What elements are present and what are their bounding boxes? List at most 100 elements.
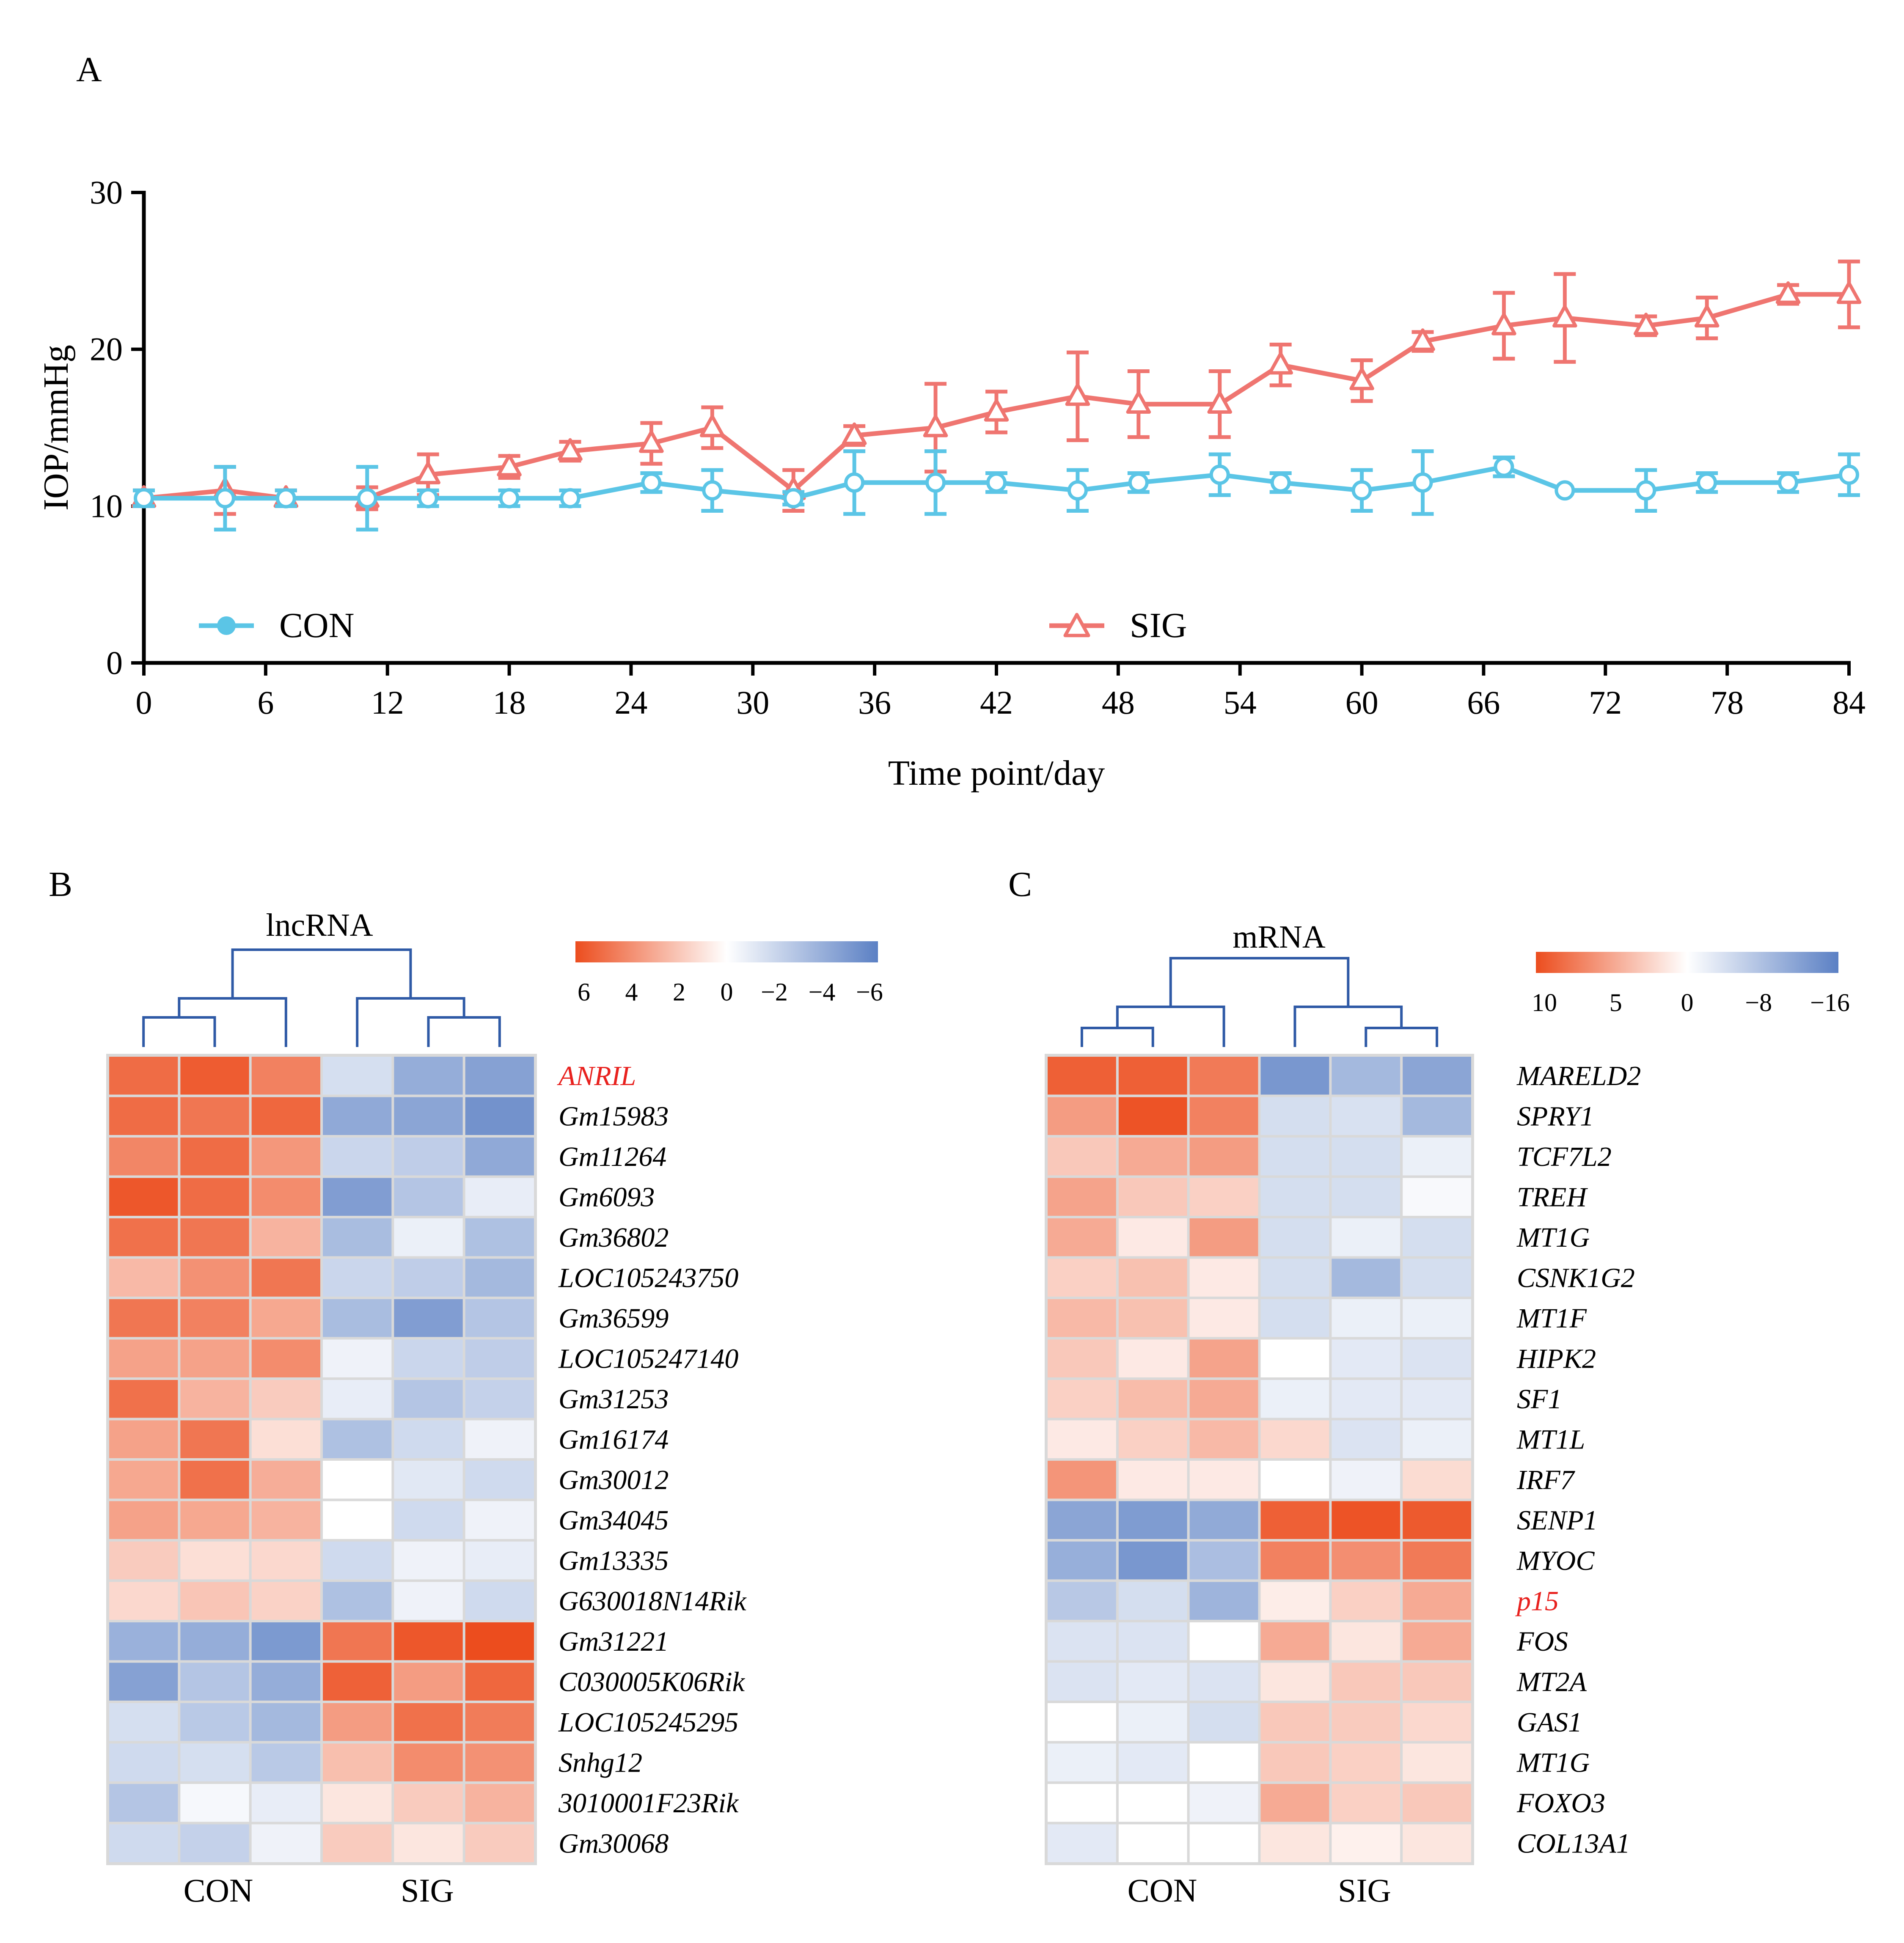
row-label: Gm11264 [559, 1141, 666, 1172]
heatmap-cell [109, 1218, 178, 1256]
heatmap-cell [109, 1299, 178, 1337]
heatmap-cell [251, 1784, 320, 1822]
heatmap-cell [394, 1097, 463, 1135]
heatmap-cell [1332, 1218, 1400, 1256]
lncrna-heatmap-title: lncRNA [266, 907, 373, 943]
heatmap-cell [323, 1622, 392, 1660]
mrna-color-scale: 10 5 0 −8 −16 [1532, 952, 1850, 1017]
heatmap-cell [1403, 1582, 1471, 1620]
row-label: C030005K06Rik [559, 1666, 746, 1697]
heatmap-cell [1048, 1380, 1116, 1418]
color-scale-tick: −4 [809, 978, 836, 1006]
sig-point [415, 462, 440, 484]
heatmap-cell [180, 1097, 249, 1135]
heatmap-cell [1332, 1703, 1400, 1741]
heatmap-cell [323, 1138, 392, 1176]
heatmap-cell [1332, 1824, 1400, 1862]
heatmap-cell [1332, 1380, 1400, 1418]
heatmap-cell [394, 1663, 463, 1701]
con-point [844, 472, 865, 493]
con-point [1778, 472, 1799, 493]
panel-letter-b: B [49, 865, 72, 904]
sig-point [923, 415, 948, 437]
x-tick-label: 54 [1224, 684, 1257, 721]
heatmap-cell [251, 1259, 320, 1297]
heatmap-cell [251, 1582, 320, 1620]
con-point [783, 488, 804, 508]
heatmap-cell [1403, 1138, 1471, 1176]
heatmap-cell [109, 1380, 178, 1418]
heatmap-cell [1260, 1622, 1329, 1660]
heatmap-frame [1045, 1054, 1474, 1865]
heatmap-cell [180, 1380, 249, 1418]
heatmap-cell [323, 1824, 392, 1862]
heatmap-cell [109, 1582, 178, 1620]
heatmap-cell [465, 1743, 534, 1781]
heatmap-cell [1048, 1259, 1116, 1297]
con-point [134, 488, 154, 508]
row-label: SENP1 [1517, 1505, 1598, 1536]
heatmap-cell [323, 1178, 392, 1216]
heatmap-cell [1189, 1703, 1258, 1741]
sig-point [1552, 305, 1577, 328]
row-label: LOC105247140 [558, 1343, 738, 1374]
heatmap-cell [1118, 1582, 1187, 1620]
color-scale-tick: 6 [578, 978, 590, 1006]
heatmap-cell [1260, 1420, 1329, 1458]
heatmap-cell [1189, 1299, 1258, 1337]
heatmap-cell [1189, 1057, 1258, 1095]
heatmap-cell [1189, 1663, 1258, 1701]
heatmap-cell [465, 1138, 534, 1176]
heatmap-cell [1189, 1259, 1258, 1297]
heatmap-cell [465, 1380, 534, 1418]
heatmap-cell [251, 1743, 320, 1781]
heatmap-cell [465, 1824, 534, 1862]
heatmap-cell [251, 1663, 320, 1701]
heatmap-cell [180, 1784, 249, 1822]
heatmap-cell [394, 1178, 463, 1216]
x-tick-label: 36 [858, 684, 891, 721]
heatmap-cell [1189, 1784, 1258, 1822]
x-tick-label: 66 [1467, 684, 1500, 721]
heatmap-cell [251, 1380, 320, 1418]
con-point [1270, 472, 1291, 493]
row-label: TREH [1517, 1182, 1588, 1212]
heatmap-cell [1048, 1663, 1116, 1701]
heatmap-cell [180, 1663, 249, 1701]
row-label: Gm34045 [559, 1505, 669, 1536]
heatmap-cell [465, 1339, 534, 1377]
color-scale-tick: 0 [1681, 989, 1694, 1017]
heatmap-cell [251, 1824, 320, 1862]
heatmap-cell [394, 1501, 463, 1539]
heatmap-cell [1403, 1057, 1471, 1095]
heatmap-cell [180, 1178, 249, 1216]
heatmap-cell [1332, 1622, 1400, 1660]
heatmap-cell [180, 1259, 249, 1297]
heatmap-cell [1118, 1380, 1187, 1418]
heatmap-cell [1260, 1057, 1329, 1095]
sig-point [1207, 391, 1233, 414]
heatmap-cell [180, 1218, 249, 1256]
con-point [702, 480, 723, 501]
heatmap-cell [1260, 1542, 1329, 1580]
y-tick-label: 0 [106, 644, 123, 681]
heatmap-cell [1260, 1259, 1329, 1297]
heatmap-cell [394, 1380, 463, 1418]
heatmap-cell [109, 1663, 178, 1701]
heatmap-cell [1332, 1784, 1400, 1822]
heatmap-cell [1118, 1259, 1187, 1297]
heatmap-cell [1403, 1218, 1471, 1256]
row-label: CSNK1G2 [1517, 1262, 1635, 1293]
heatmap-cell [465, 1663, 534, 1701]
heatmap-cell [1403, 1420, 1471, 1458]
dendrogram-branch [231, 948, 412, 998]
heatmap-cell [1118, 1097, 1187, 1135]
heatmap-cell [394, 1138, 463, 1176]
heatmap-cell [1260, 1178, 1329, 1216]
row-label: SF1 [1517, 1384, 1562, 1415]
color-scale-tick: −16 [1810, 989, 1850, 1017]
row-label: Gm31253 [559, 1384, 669, 1415]
heatmap-cell [1332, 1461, 1400, 1499]
color-scale-tick: 5 [1610, 989, 1622, 1017]
heatmap-cell [109, 1097, 178, 1135]
